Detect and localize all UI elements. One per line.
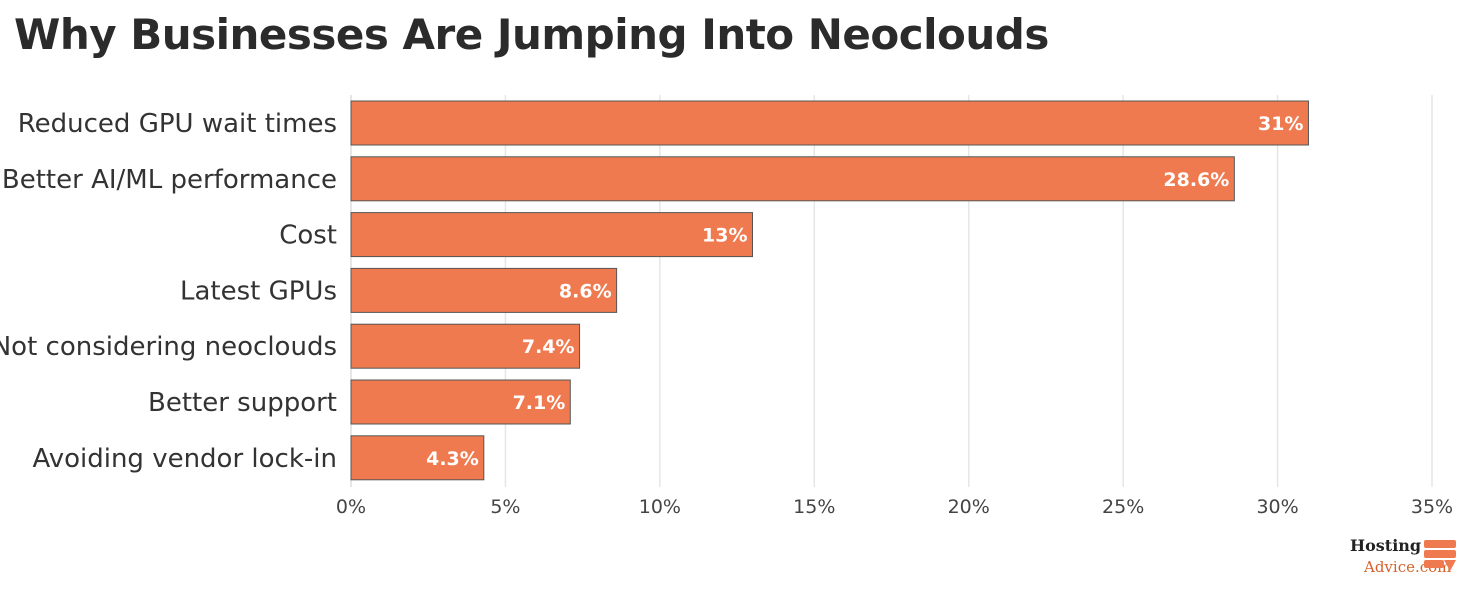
chart-title: Why Businesses Are Jumping Into Neocloud…	[14, 10, 1049, 59]
server-icon	[1424, 540, 1456, 571]
bar	[350, 100, 1309, 146]
logo-text-hosting: Hosting	[1350, 536, 1422, 555]
category-label: Not considering neoclouds	[0, 332, 337, 362]
bar	[350, 323, 581, 369]
data-label: 31%	[1258, 113, 1303, 135]
x-tick-label: 10%	[639, 496, 681, 518]
data-label: 8.6%	[559, 280, 612, 302]
category-labels: Reduced GPU wait times Better AI/ML perfo…	[0, 109, 337, 474]
bars: 31% 28.6% 13% 8.6% 7.4% 7.1% 4.3%	[350, 100, 1309, 481]
x-tick-label: 30%	[1256, 496, 1298, 518]
x-tick-label: 20%	[948, 496, 990, 518]
category-label: Better support	[148, 388, 337, 418]
x-tick-label: 15%	[793, 496, 835, 518]
bar	[350, 379, 571, 425]
category-label: Better AI/ML performance	[2, 165, 337, 195]
data-label: 7.1%	[513, 392, 566, 414]
data-label: 4.3%	[426, 448, 479, 470]
bar	[350, 156, 1235, 202]
bar	[350, 435, 485, 481]
x-tick-label: 5%	[490, 496, 520, 518]
category-label: Avoiding vendor lock-in	[32, 444, 337, 474]
category-label: Cost	[279, 221, 337, 251]
x-axis-ticks: 0% 5% 10% 15% 20% 25% 30% 35%	[336, 496, 1453, 518]
category-label: Latest GPUs	[180, 276, 337, 306]
data-label: 7.4%	[522, 336, 575, 358]
bar	[350, 267, 618, 313]
x-tick-label: 35%	[1411, 496, 1453, 518]
data-label: 28.6%	[1163, 169, 1229, 191]
category-label: Reduced GPU wait times	[18, 109, 337, 139]
bar	[350, 212, 754, 258]
x-tick-label: 0%	[336, 496, 366, 518]
hostingadvice-logo: Hosting Advice.com	[1348, 536, 1458, 584]
x-tick-label: 25%	[1102, 496, 1144, 518]
data-label: 13%	[702, 225, 747, 247]
